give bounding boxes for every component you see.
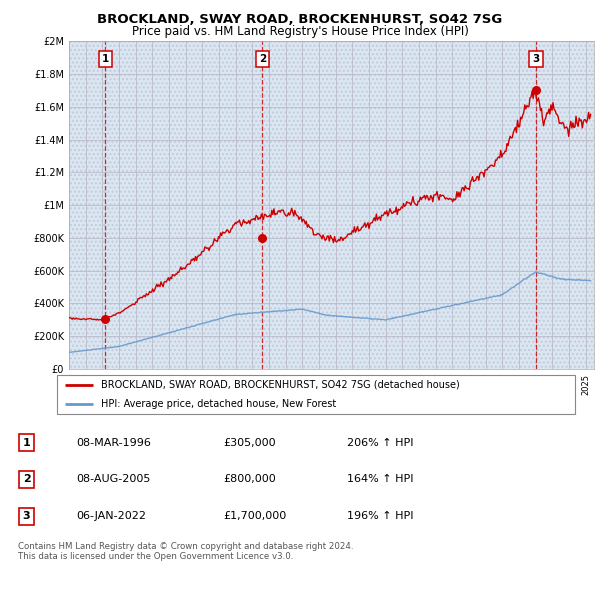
Text: 2: 2 — [259, 54, 266, 64]
Text: £305,000: £305,000 — [224, 438, 276, 448]
Text: BROCKLAND, SWAY ROAD, BROCKENHURST, SO42 7SG (detached house): BROCKLAND, SWAY ROAD, BROCKENHURST, SO42… — [101, 380, 460, 390]
Text: £800,000: £800,000 — [224, 474, 277, 484]
Text: 164% ↑ HPI: 164% ↑ HPI — [347, 474, 413, 484]
Text: 2: 2 — [23, 474, 31, 484]
Text: 08-AUG-2005: 08-AUG-2005 — [77, 474, 151, 484]
Text: 1: 1 — [23, 438, 31, 448]
FancyBboxPatch shape — [56, 375, 575, 414]
Text: 1: 1 — [102, 54, 109, 64]
Text: Price paid vs. HM Land Registry's House Price Index (HPI): Price paid vs. HM Land Registry's House … — [131, 25, 469, 38]
Text: 206% ↑ HPI: 206% ↑ HPI — [347, 438, 413, 448]
Text: 3: 3 — [532, 54, 539, 64]
Text: 06-JAN-2022: 06-JAN-2022 — [77, 511, 146, 521]
Text: BROCKLAND, SWAY ROAD, BROCKENHURST, SO42 7SG: BROCKLAND, SWAY ROAD, BROCKENHURST, SO42… — [97, 13, 503, 26]
Text: 3: 3 — [23, 511, 31, 521]
Text: 08-MAR-1996: 08-MAR-1996 — [77, 438, 151, 448]
Text: £1,700,000: £1,700,000 — [224, 511, 287, 521]
Text: HPI: Average price, detached house, New Forest: HPI: Average price, detached house, New … — [101, 399, 337, 409]
Text: Contains HM Land Registry data © Crown copyright and database right 2024.
This d: Contains HM Land Registry data © Crown c… — [18, 542, 353, 561]
Text: 196% ↑ HPI: 196% ↑ HPI — [347, 511, 413, 521]
